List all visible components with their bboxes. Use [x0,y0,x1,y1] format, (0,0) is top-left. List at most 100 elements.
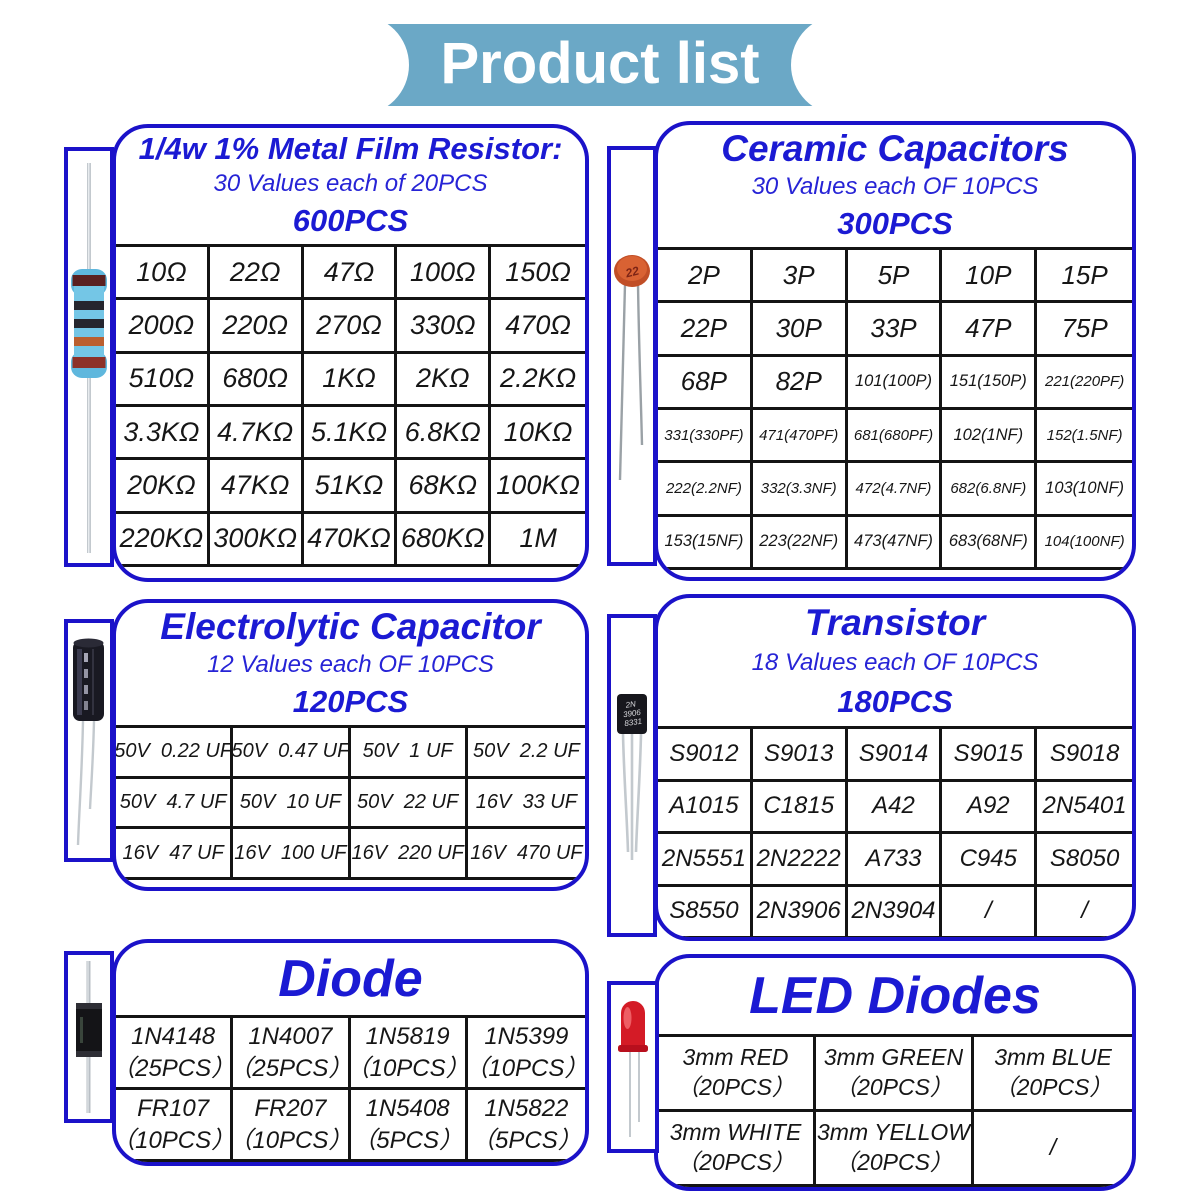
table-cell: 681(680PF) [847,409,943,464]
table-cell: 101(100P) [847,356,943,410]
panel-ceramic-capacitors: Ceramic Capacitors 30 Values each OF 10P… [654,121,1136,581]
component-name: 1N4148 [131,1023,216,1051]
table-cell: 300KΩ [209,513,304,567]
table-cell: 1N5408 （5PCS） [350,1090,468,1162]
electrolytic-title: Electrolytic Capacitor [160,605,541,647]
transistor-total: 180PCS [837,683,953,719]
component-name: 1N5822 [484,1095,569,1123]
page-title: Product list [440,31,760,96]
component-qty: （25PCS） [116,1054,234,1082]
table-cell: 151(150P) [942,356,1038,410]
table-cell: 220Ω [209,300,304,354]
ceramic-photo-label: 22 [623,263,641,280]
table-cell: 153(15NF) [658,516,753,570]
table-cell: 2N5551 [658,834,753,887]
component-name: 3mm GREEN [823,1044,964,1071]
banner-notch-right [791,24,836,106]
table-cell: 5.1KΩ [303,406,398,461]
component-qty: （20PCS） [834,1074,953,1100]
table-cell: 6.8KΩ [397,406,492,461]
table-cell: 150Ω [491,247,585,301]
table-cell: 680Ω [209,353,304,407]
table-cell: 510Ω [116,353,210,407]
transistor-subtitle: 18 Values each OF 10PCS [751,649,1039,677]
resistor-header: 1/4w 1% Metal Film Resistor: 30 Values e… [116,128,585,244]
diode-title: Diode [278,949,423,1008]
component-name: 1N4007 [248,1023,333,1051]
table-cell: 331(330PF) [658,409,753,464]
table-cell: 4.7KΩ [209,406,304,461]
table-cell: S9015 [942,729,1038,782]
table-cell: 10Ω [116,247,210,301]
diode-photo [64,951,114,1123]
transistor-marking-line3: 8331 [624,717,643,728]
table-cell: 1N5819 （10PCS） [350,1018,468,1090]
component-qty: （10PCS） [233,1126,351,1154]
table-cell: 50V 22 UF [350,778,468,830]
table-cell: 5P [847,250,943,304]
table-cell: 3mm WHITE （20PCS） [658,1112,816,1187]
table-cell: 470KΩ [303,513,398,567]
ceramic-title: Ceramic Capacitors [721,127,1069,169]
table-cell: 220KΩ [116,513,210,567]
led-illustration [618,1001,648,1137]
diode-header: Diode [116,943,585,1015]
table-cell: 1N4007 （25PCS） [233,1018,351,1090]
table-cell: 75P [1037,303,1132,357]
transistor-marking-line2: 3906 [622,708,641,719]
table-cell: 51KΩ [303,460,398,514]
table-cell: 68KΩ [397,460,492,514]
component-name: 3mm WHITE [669,1119,802,1146]
table-cell: 330Ω [397,300,492,354]
component-name: 3mm RED [682,1044,789,1071]
resistor-values-table: 10Ω 22Ω 47Ω 100Ω 150Ω 200Ω 220Ω 270Ω 330Ω 470Ω 510… [116,244,585,567]
table-cell: 200Ω [116,300,210,354]
ceramic-header: Ceramic Capacitors 30 Values each OF 10P… [658,125,1132,247]
component-name: 1N5399 [484,1023,569,1051]
ceramic-capacitor-photo: 22 [607,146,657,566]
transistor-marking-line1: 2N [624,699,637,710]
table-cell: 82P [752,356,848,410]
table-cell: 2N5401 [1037,782,1132,834]
table-cell: 3P [752,250,848,304]
component-qty: （5PCS） [471,1126,582,1154]
led-title: LED Diodes [749,966,1041,1025]
table-cell: S9018 [1037,729,1132,782]
ceramic-values-table: 2P 3P 5P 10P 15P 22P 30P 33P 47P 75P 68P 82P 101(100… [658,247,1132,570]
table-cell: 3mm BLUE （20PCS） [974,1037,1132,1112]
table-cell: 2P [658,250,753,304]
table-cell: 682(6.8NF) [942,463,1038,517]
resistor-illustration [71,163,107,553]
component-name: 1N5408 [365,1095,450,1123]
transistor-illustration: 2N 3906 8331 [617,694,647,860]
panel-resistor: 1/4w 1% Metal Film Resistor: 30 Values e… [112,124,589,582]
table-cell: 1N5822 （5PCS） [467,1090,585,1162]
table-cell: 1N4148 （25PCS） [116,1018,234,1090]
table-cell: 221(220PF) [1037,357,1132,410]
table-cell: 104(100NF) [1037,517,1132,570]
table-cell: 10P [942,250,1038,304]
table-cell: 50V 0.47 UF [233,728,351,779]
electrolytic-total: 120PCS [292,684,409,720]
led-photo [607,981,659,1153]
component-qty: （25PCS） [233,1054,351,1082]
table-cell: S9012 [658,729,753,782]
table-cell: 22P [658,303,753,357]
component-qty: （10PCS） [350,1054,468,1082]
electrolytic-values-table: 50V 0.22 UF 50V 0.47 UF 50V 1 UF 50V 2.2 UF… [116,725,585,880]
table-cell: S8550 [658,886,753,937]
table-cell: 68P [658,356,753,410]
resistor-photo [64,147,114,567]
table-cell: 683(68NF) [942,516,1038,570]
electrolytic-capacitor-illustration [73,638,104,846]
electrolytic-header: Electrolytic Capacitor 12 Values each OF… [116,603,585,725]
table-cell: 222(2.2NF) [658,463,753,517]
table-cell: 472(4.7NF) [847,463,943,517]
table-cell: S8050 [1037,834,1132,887]
table-cell: 100KΩ [491,460,585,514]
table-cell: 50V 0.22 UF [116,728,234,779]
table-cell: 471(470PF) [752,409,848,464]
table-cell: 473(47NF) [847,516,943,570]
table-cell: A92 [942,781,1038,834]
ceramic-subtitle: 30 Values each OF 10PCS [751,173,1039,201]
